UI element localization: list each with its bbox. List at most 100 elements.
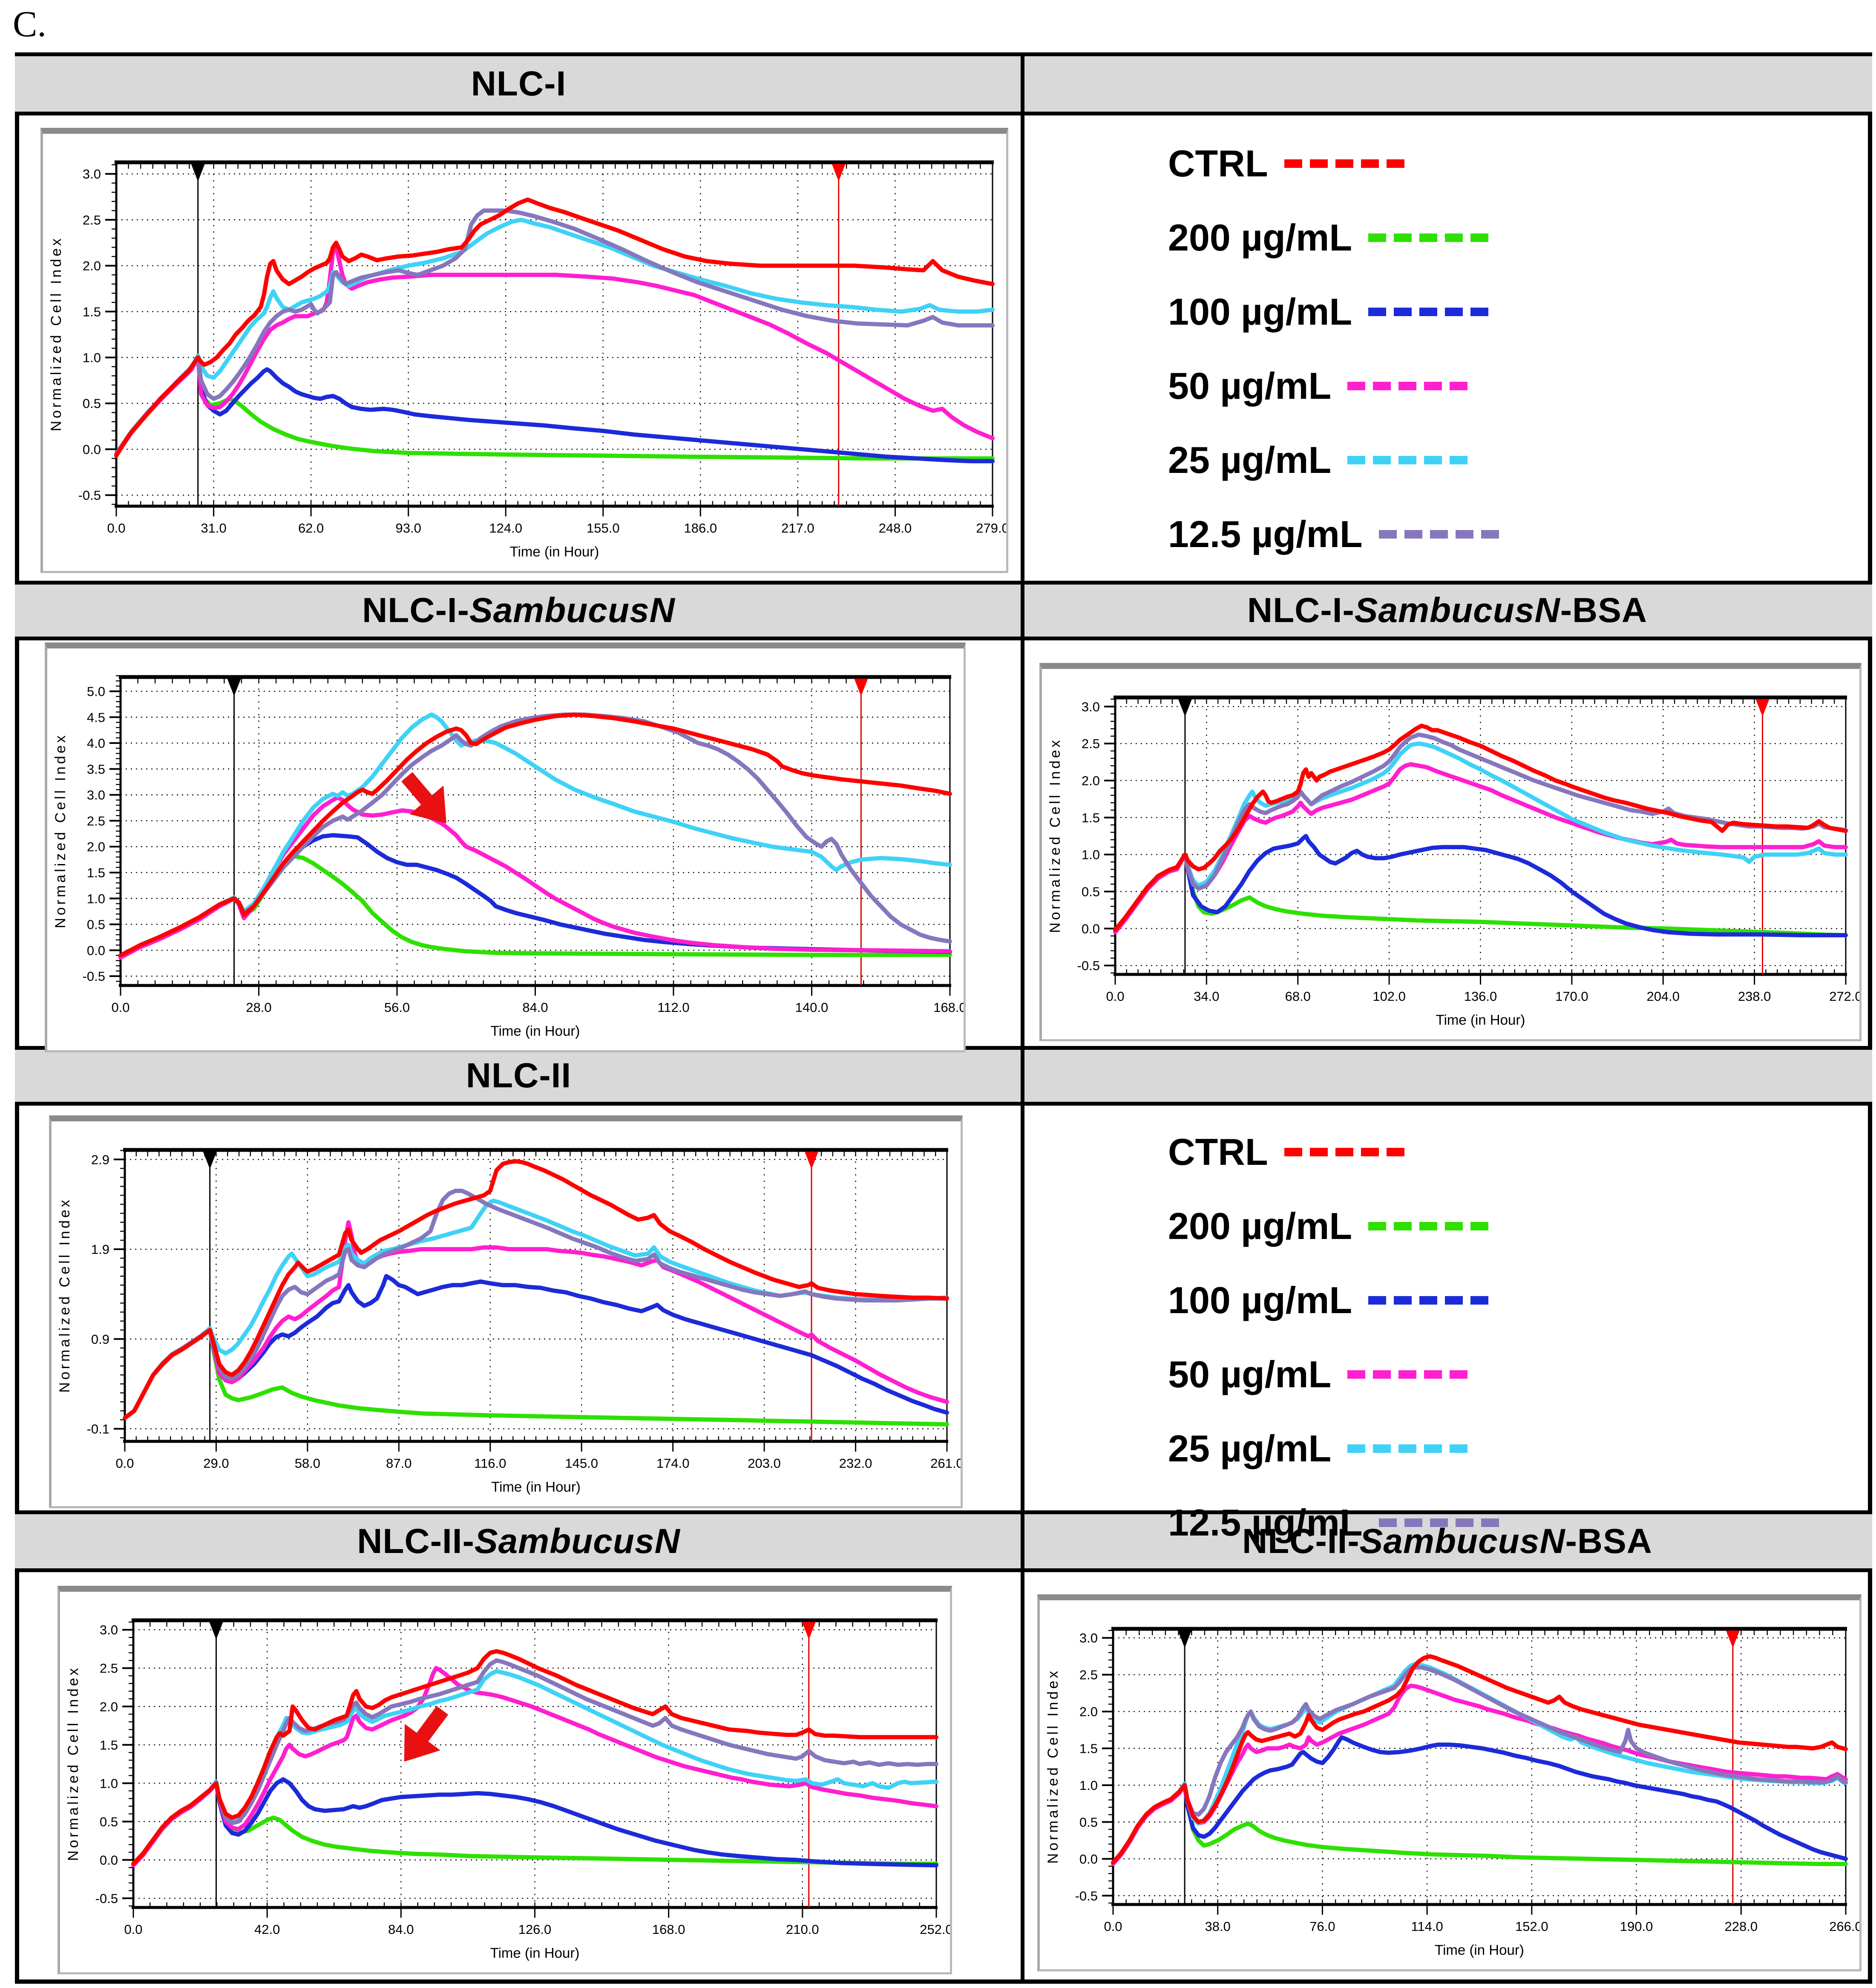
legend-label: 100 µg/mL xyxy=(1168,291,1352,333)
legend-label: CTRL xyxy=(1168,1131,1268,1173)
legend-dash-sample xyxy=(1368,233,1496,242)
svg-text:Normalized Cell Index: Normalized Cell Index xyxy=(48,236,64,432)
chart-canvas: 0.0 42.0 84.0 126.0 168.0 210.0 252.0 3.0 2.5 2.0… xyxy=(60,1592,950,1972)
panel-title-nlc2-sambucusn: NLC-II- SambucusN xyxy=(357,1521,680,1561)
svg-text:279.0: 279.0 xyxy=(976,521,1006,536)
svg-text:0.0: 0.0 xyxy=(83,442,101,457)
header-band-row1 xyxy=(15,52,1872,115)
svg-text:2.0: 2.0 xyxy=(87,839,105,854)
svg-text:1.0: 1.0 xyxy=(87,891,105,906)
legend-label: 12.5 µg/mL xyxy=(1168,513,1363,555)
svg-text:0.0: 0.0 xyxy=(1106,989,1124,1004)
svg-text:190.0: 190.0 xyxy=(1620,1919,1653,1934)
svg-text:Normalized Cell Index: Normalized Cell Index xyxy=(65,1665,81,1861)
svg-text:261.0: 261.0 xyxy=(930,1456,961,1471)
svg-text:62.0: 62.0 xyxy=(298,521,324,536)
svg-text:31.0: 31.0 xyxy=(201,521,226,536)
svg-text:84.0: 84.0 xyxy=(522,1000,548,1015)
chart-nlc1: 0.0 31.0 62.0 93.0 124.0 155.0 186.0 217.0 248.0… xyxy=(40,128,1008,573)
chart-nlc2: 0.0 29.0 58.0 87.0 116.0 145.0 174.0 203.0 232.0… xyxy=(49,1115,963,1508)
svg-text:56.0: 56.0 xyxy=(384,1000,410,1015)
panel-title-nlc1-sambucusn-bsa: NLC-I- SambucusN -BSA xyxy=(1247,591,1648,630)
svg-text:2.0: 2.0 xyxy=(100,1699,118,1714)
legend-item: CTRL xyxy=(1168,1129,1507,1175)
svg-text:174.0: 174.0 xyxy=(656,1456,690,1471)
svg-text:272.0: 272.0 xyxy=(1829,989,1859,1004)
legend-item: 50 µg/mL xyxy=(1168,363,1507,409)
svg-text:0.0: 0.0 xyxy=(87,943,105,958)
chart-nlc1-sambucusn: 0.0 28.0 56.0 84.0 112.0 140.0 168.0 5.0 4.5 4.0 3… xyxy=(45,642,966,1052)
header-band-row2 xyxy=(15,581,1872,640)
legend-dash-sample xyxy=(1284,1148,1412,1156)
svg-text:1.0: 1.0 xyxy=(83,350,101,365)
svg-text:248.0: 248.0 xyxy=(879,521,912,536)
svg-text:0.5: 0.5 xyxy=(1079,1815,1098,1830)
legend-item: 200 µg/mL xyxy=(1168,215,1507,261)
panel-title-row3-right xyxy=(1027,1050,1868,1102)
header-band-row4 xyxy=(15,1510,1872,1572)
svg-text:1.5: 1.5 xyxy=(100,1737,118,1752)
svg-text:114.0: 114.0 xyxy=(1411,1919,1443,1934)
svg-text:112.0: 112.0 xyxy=(657,1000,689,1015)
svg-text:168.0: 168.0 xyxy=(933,1000,964,1015)
legend-label: 12.5 µg/mL xyxy=(1168,1501,1363,1544)
legend-label: CTRL xyxy=(1168,142,1268,184)
legend-label: 25 µg/mL xyxy=(1168,439,1332,481)
svg-text:140.0: 140.0 xyxy=(795,1000,829,1015)
svg-text:-0.5: -0.5 xyxy=(83,969,105,984)
legend-dash-sample xyxy=(1347,456,1476,464)
legend-item: 12.5 µg/mL xyxy=(1168,1500,1507,1546)
svg-text:58.0: 58.0 xyxy=(295,1456,320,1471)
chart-nlc1-sambucusn-bsa: 0.0 34.0 68.0 102.0 136.0 170.0 204.0 238.0 272.… xyxy=(1039,663,1862,1041)
svg-text:3.5: 3.5 xyxy=(87,762,105,777)
svg-text:42.0: 42.0 xyxy=(254,1922,280,1937)
chart-canvas: 0.0 31.0 62.0 93.0 124.0 155.0 186.0 217.0 248.0… xyxy=(43,134,1006,571)
figure-label: C. xyxy=(13,3,46,44)
svg-text:Time (in Hour): Time (in Hour) xyxy=(490,1945,580,1961)
legend-item: 100 µg/mL xyxy=(1168,289,1507,335)
svg-text:0.0: 0.0 xyxy=(107,521,125,536)
svg-text:34.0: 34.0 xyxy=(1194,989,1219,1004)
svg-text:1.9: 1.9 xyxy=(91,1242,109,1257)
legend-nlc1: CTRL 200 µg/mL 100 µg/mL 50 µg/mL 25 µg/mL 12… xyxy=(1168,141,1507,585)
svg-text:155.0: 155.0 xyxy=(587,521,620,536)
legend-label: 200 µg/mL xyxy=(1168,1205,1352,1247)
legend-label: 200 µg/mL xyxy=(1168,216,1352,259)
legend-item: 25 µg/mL xyxy=(1168,1426,1507,1472)
svg-text:152.0: 152.0 xyxy=(1515,1919,1548,1934)
legend-item: 25 µg/mL xyxy=(1168,437,1507,483)
legend-label: 50 µg/mL xyxy=(1168,365,1332,407)
svg-text:28.0: 28.0 xyxy=(246,1000,271,1015)
svg-text:3.0: 3.0 xyxy=(1082,699,1100,714)
svg-text:0.0: 0.0 xyxy=(124,1922,142,1937)
svg-text:3.0: 3.0 xyxy=(100,1622,118,1637)
svg-text:-0.5: -0.5 xyxy=(78,488,101,503)
chart-canvas: 0.0 34.0 68.0 102.0 136.0 170.0 204.0 238.0 272.… xyxy=(1042,669,1859,1039)
svg-text:0.0: 0.0 xyxy=(1104,1919,1122,1934)
svg-text:266.0: 266.0 xyxy=(1829,1919,1859,1934)
svg-text:2.5: 2.5 xyxy=(87,813,105,828)
legend-label: 100 µg/mL xyxy=(1168,1279,1352,1321)
legend-dash-sample xyxy=(1378,530,1507,539)
legend-item: CTRL xyxy=(1168,141,1507,187)
legend-item: 50 µg/mL xyxy=(1168,1351,1507,1397)
chart-canvas: 0.0 29.0 58.0 87.0 116.0 145.0 174.0 203.0 232.0… xyxy=(52,1121,961,1506)
svg-text:210.0: 210.0 xyxy=(786,1922,819,1937)
svg-text:93.0: 93.0 xyxy=(395,521,421,536)
svg-text:1.5: 1.5 xyxy=(1082,810,1100,825)
svg-text:2.0: 2.0 xyxy=(1079,1704,1098,1719)
legend-dash-sample xyxy=(1368,1296,1496,1305)
svg-text:Time (in Hour): Time (in Hour) xyxy=(510,544,599,559)
svg-text:0.0: 0.0 xyxy=(100,1853,118,1867)
svg-text:1.5: 1.5 xyxy=(1079,1741,1098,1756)
svg-text:Normalized Cell Index: Normalized Cell Index xyxy=(57,1197,73,1393)
svg-text:145.0: 145.0 xyxy=(565,1456,598,1471)
svg-text:68.0: 68.0 xyxy=(1285,989,1311,1004)
svg-text:Normalized Cell Index: Normalized Cell Index xyxy=(1045,1668,1061,1864)
svg-text:126.0: 126.0 xyxy=(518,1922,552,1937)
svg-text:136.0: 136.0 xyxy=(1464,989,1497,1004)
chart-nlc2-sambucusn-bsa: 0.0 38.0 76.0 114.0 152.0 190.0 228.0 266.0 3.0 2… xyxy=(1037,1594,1862,1971)
legend-dash-sample xyxy=(1347,1370,1476,1379)
chart-canvas: 0.0 38.0 76.0 114.0 152.0 190.0 228.0 266.0 3.0 2… xyxy=(1040,1600,1859,1969)
